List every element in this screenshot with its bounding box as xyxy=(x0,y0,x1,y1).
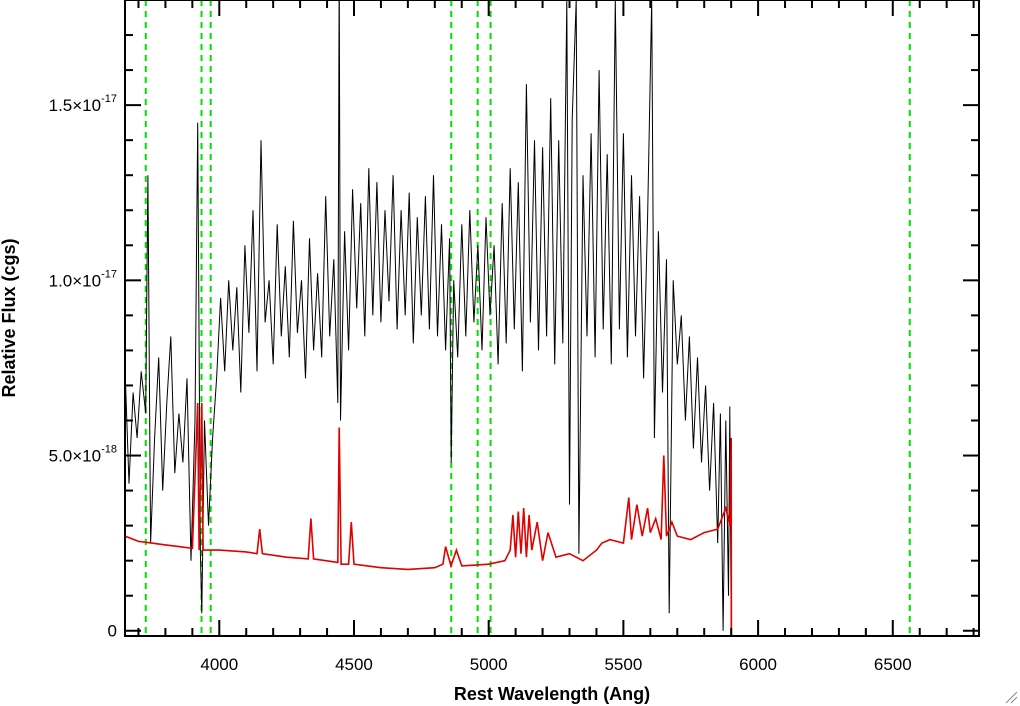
observed-spectrum-line xyxy=(125,0,979,636)
y-tick-exponent: -17 xyxy=(101,268,117,280)
y-tick-mantissa: 5.0×10 xyxy=(49,447,101,466)
y-axis-title: Relative Flux (cgs) xyxy=(0,238,19,397)
tick-labels: 4000 4500 5000 5500 6000 6500 0 5.0×10-18 1.0×10… xyxy=(49,93,912,674)
y-tick-label: 5.0×10-18 xyxy=(49,444,117,466)
resize-grip-icon[interactable] xyxy=(1004,690,1018,704)
x-tick-label: 4500 xyxy=(335,655,373,674)
y-tick-exponent: -17 xyxy=(101,93,117,105)
emission-line-markers xyxy=(144,0,911,636)
y-tick-label: 1.5×10-17 xyxy=(49,93,117,115)
x-tick-label: 6500 xyxy=(874,655,912,674)
y-tick-mantissa: 1.0×10 xyxy=(49,271,101,290)
x-tick-label: 6000 xyxy=(739,655,777,674)
x-axis-title: Rest Wavelength (Ang) xyxy=(454,684,650,704)
y-tick-mantissa: 0 xyxy=(108,622,117,641)
y-tick-label: 0 xyxy=(108,622,117,641)
y-tick-mantissa: 1.5×10 xyxy=(49,96,101,115)
axis-ticks xyxy=(125,0,979,636)
plot-frame xyxy=(124,0,980,637)
y-tick-label: 1.0×10-17 xyxy=(49,268,117,290)
x-tick-label: 5000 xyxy=(470,655,508,674)
x-tick-label: 5500 xyxy=(604,655,642,674)
spectrum-series-layer xyxy=(125,0,979,636)
y-tick-exponent: -18 xyxy=(101,444,117,456)
error-spectrum-line xyxy=(125,402,979,636)
x-tick-label: 4000 xyxy=(200,655,238,674)
